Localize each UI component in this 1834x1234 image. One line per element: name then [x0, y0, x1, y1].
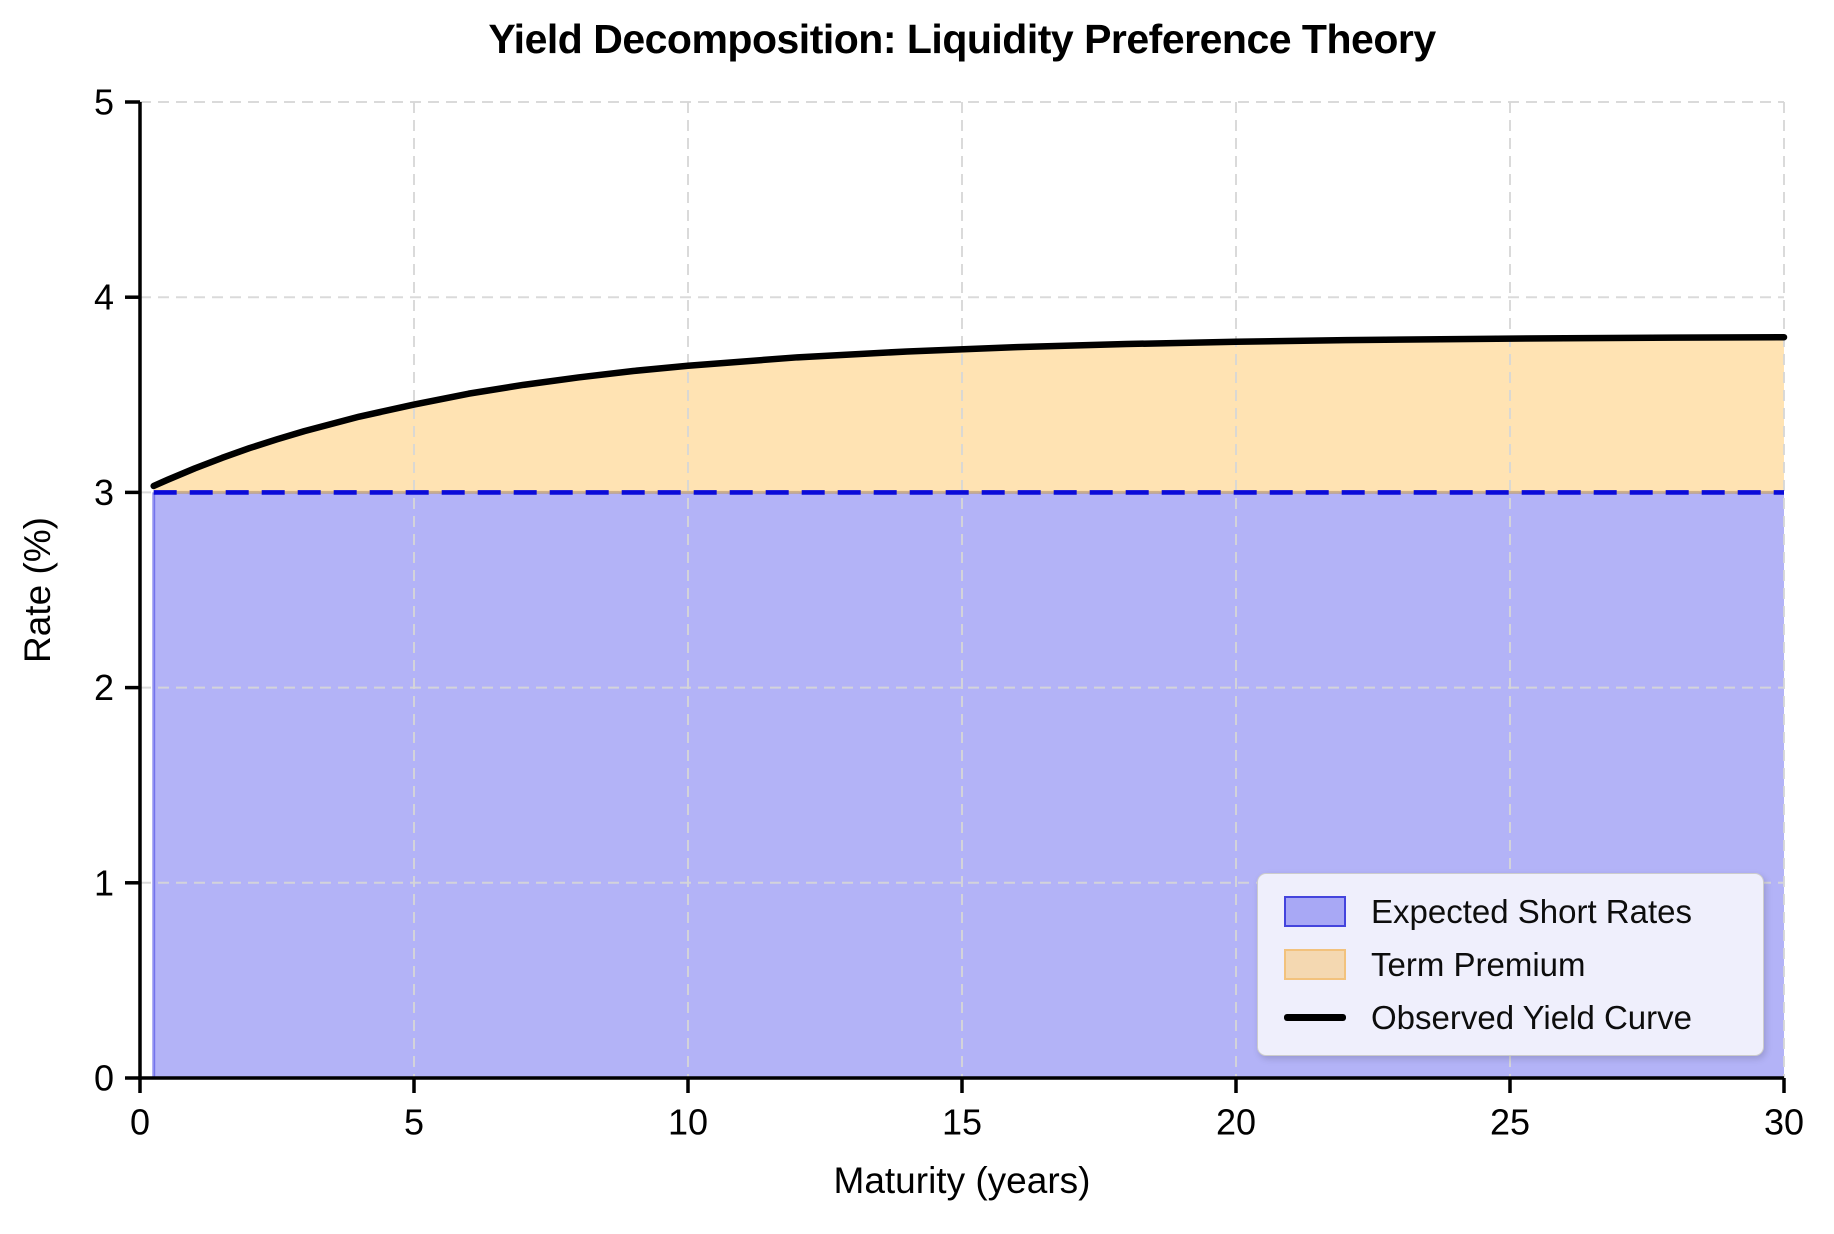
legend-label: Term Premium	[1371, 945, 1586, 983]
legend: Expected Short Rates Term Premium Observ…	[1257, 873, 1764, 1056]
observed-yield-curve-swatch	[1284, 1014, 1346, 1021]
legend-item-term-premium: Term Premium	[1284, 946, 1763, 984]
x-tick-label-0: 0	[130, 1101, 150, 1142]
x-tick-label-5: 5	[404, 1101, 424, 1142]
y-tick-label-2: 2	[94, 667, 114, 708]
legend-label: Observed Yield Curve	[1371, 998, 1692, 1036]
chart-title: Yield Decomposition: Liquidity Preferenc…	[488, 16, 1436, 62]
legend-label: Expected Short Rates	[1371, 892, 1693, 930]
legend-item-observed-yield-curve: Observed Yield Curve	[1284, 999, 1763, 1037]
y-tick-label-4: 4	[94, 277, 114, 318]
y-axis-label: Rate (%)	[17, 517, 58, 663]
x-tick-label-10: 10	[668, 1101, 708, 1142]
x-tick-label-15: 15	[942, 1101, 982, 1142]
term-premium-swatch	[1284, 949, 1346, 980]
legend-item-expected-short-rates: Expected Short Rates	[1284, 893, 1763, 931]
x-axis-label: Maturity (years)	[833, 1160, 1091, 1201]
expected-short-rates-swatch	[1284, 896, 1346, 927]
x-tick-label-30: 30	[1764, 1101, 1804, 1142]
y-tick-label-5: 5	[94, 82, 114, 123]
x-tick-label-25: 25	[1490, 1101, 1530, 1142]
observed-yield-curve	[150, 333, 1788, 490]
term-premium-area	[153, 337, 1785, 493]
y-tick-label-0: 0	[94, 1058, 114, 1099]
y-tick-label-1: 1	[94, 862, 114, 903]
y-tick-label-3: 3	[94, 472, 114, 513]
x-tick-label-20: 20	[1216, 1101, 1256, 1142]
